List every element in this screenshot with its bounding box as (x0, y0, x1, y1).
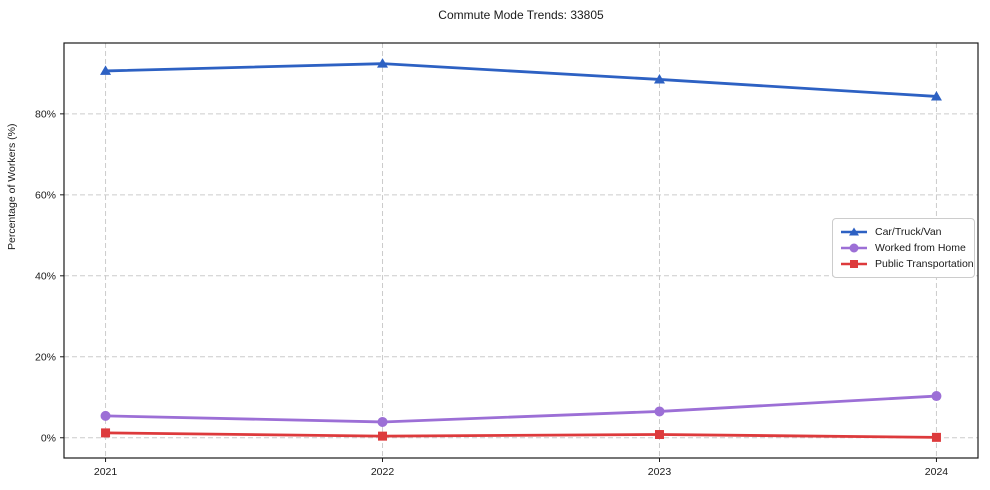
triangle-glyph (849, 227, 859, 236)
y-tick-label: 40% (35, 270, 56, 282)
x-tick-label: 2023 (648, 466, 672, 478)
legend-label: Worked from Home (875, 242, 966, 254)
series-line-car-truck-van (104, 62, 938, 98)
data-point-marker (654, 406, 665, 417)
series-line-public-transportation (104, 431, 938, 439)
legend-label: Car/Truck/Van (875, 226, 942, 238)
triangle-marker-icon (841, 227, 867, 236)
data-point-marker (100, 65, 112, 75)
data-point-marker (378, 431, 388, 441)
circle-marker-icon (841, 243, 867, 253)
y-tick-label: 80% (35, 108, 56, 120)
legend-item-worked-from-home: Worked from Home (839, 240, 968, 256)
chart-title: Commute Mode Trends: 33805 (438, 8, 604, 22)
square-marker-icon (841, 260, 867, 268)
legend: Car/Truck/Van Worked from Home Public Tr… (832, 218, 975, 278)
y-tick-label: 20% (35, 351, 56, 363)
x-tick-label: 2024 (925, 466, 949, 478)
data-point-marker (377, 416, 388, 427)
data-point-marker (931, 432, 941, 442)
series-line-worked-from-home (104, 394, 938, 424)
y-tick-label: 60% (35, 189, 56, 201)
x-tick-label: 2022 (371, 466, 395, 478)
data-point-marker (377, 58, 389, 68)
y-tick-label: 0% (41, 432, 56, 444)
x-tick-label: 2021 (94, 466, 118, 478)
circle-glyph (849, 243, 859, 253)
data-point-marker (654, 430, 664, 440)
square-glyph (850, 260, 858, 268)
legend-item-car-truck-van: Car/Truck/Van (839, 224, 968, 240)
legend-label: Public Transportation (875, 258, 974, 270)
data-point-marker (101, 428, 111, 438)
data-point-marker (100, 410, 111, 421)
data-point-marker (653, 73, 665, 84)
data-point-marker (930, 90, 942, 101)
plot-border (63, 42, 979, 459)
legend-item-public-transportation: Public Transportation (839, 256, 974, 272)
data-point-marker (931, 391, 942, 402)
